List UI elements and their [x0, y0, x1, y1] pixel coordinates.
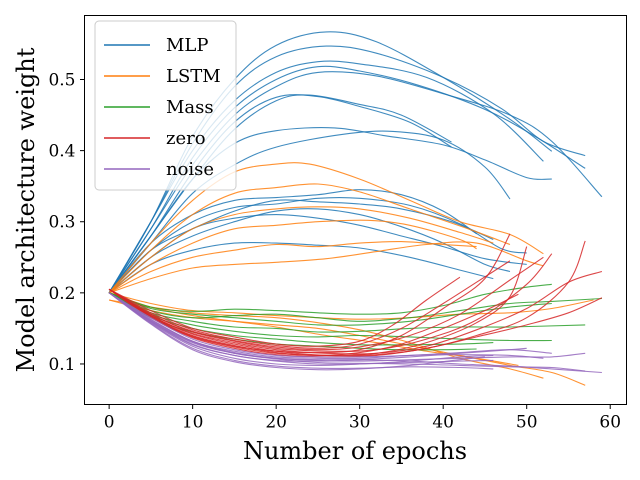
series-lstm-run-9 — [108, 292, 594, 320]
legend-label: LSTM — [166, 66, 221, 87]
series-zero-run-6 — [108, 240, 586, 357]
series-mlp-run-13 — [108, 208, 511, 294]
series-lstm-run-6 — [108, 241, 544, 294]
y-tick-label: 0.5 — [48, 71, 75, 91]
y-axis: 0.1 0.2 0.3 0.4 0.5 — [48, 71, 85, 375]
legend-label: Mass — [166, 97, 214, 118]
series-mass — [108, 283, 602, 351]
y-tick-label: 0.4 — [48, 142, 75, 162]
series-mlp-run-3 — [108, 60, 544, 294]
series-mass-run-3 — [108, 292, 552, 326]
series-noise-run-4 — [108, 292, 494, 366]
series-noise — [108, 292, 602, 374]
x-axis-label: Number of epochs — [243, 437, 467, 465]
series-zero-run-4 — [108, 253, 553, 352]
x-tick-label: 20 — [265, 413, 287, 433]
series-noise-run-3 — [108, 292, 494, 365]
legend-label: noise — [166, 159, 214, 180]
series-noise-run-5 — [108, 292, 494, 370]
series-noise-run-1 — [108, 292, 552, 358]
legend-item-zero: zero — [104, 128, 206, 149]
series-mass-run-2 — [108, 292, 602, 322]
x-tick-label: 40 — [432, 413, 454, 433]
legend-label: MLP — [166, 35, 209, 56]
series-lstm-run-3 — [108, 206, 494, 294]
x-tick-label: 30 — [349, 413, 371, 433]
legend-label: zero — [166, 128, 206, 149]
series-lstm — [108, 162, 594, 386]
series-noise-run-8 — [108, 292, 527, 362]
series-mlp — [108, 31, 603, 294]
series-mass-run-1 — [108, 283, 552, 315]
legend-item-lstm: LSTM — [104, 66, 221, 87]
x-tick-label: 10 — [182, 413, 204, 433]
x-tick-label: 60 — [599, 413, 621, 433]
series-mlp-run-8 — [108, 127, 552, 294]
series-noise-run-7 — [108, 292, 602, 374]
y-axis-label: Model architecture weight — [12, 47, 40, 372]
series-mlp-run-1 — [108, 31, 553, 294]
series-mlp-run-14 — [108, 241, 494, 294]
series-mlp-run-11 — [108, 196, 527, 294]
series-mlp-run-9 — [108, 130, 511, 294]
x-tick-label: 0 — [104, 413, 115, 433]
legend-box — [94, 20, 237, 191]
series-noise-run-6 — [108, 292, 544, 360]
series-mass-run-4 — [108, 292, 586, 333]
series-lstm-run-5 — [108, 241, 477, 294]
series-noise-run-10 — [108, 292, 485, 371]
plot-frame — [84, 15, 627, 405]
legend-item-noise: noise — [104, 159, 214, 180]
x-tick-label: 50 — [516, 413, 538, 433]
series-mlp-run-10 — [108, 189, 477, 294]
legend-item-mlp: MLP — [104, 35, 209, 56]
series-zero-run-1 — [108, 276, 461, 347]
series-lstm-run-2 — [108, 183, 511, 294]
y-tick-label: 0.2 — [48, 284, 75, 304]
series-lstm-run-4 — [108, 219, 477, 294]
legend: MLP LSTM Mass zero noise — [94, 20, 237, 191]
y-tick-label: 0.3 — [48, 213, 75, 233]
x-axis: 0 10 20 30 40 50 60 — [104, 404, 621, 433]
series-lstm-run-1 — [108, 162, 544, 294]
series-noise-run-9 — [108, 292, 586, 372]
series-layer — [108, 31, 603, 386]
series-mass-run-5 — [108, 292, 552, 342]
y-tick-label: 0.1 — [48, 355, 75, 375]
legend-item-mass: Mass — [104, 97, 214, 118]
series-zero-run-2 — [108, 260, 511, 349]
series-zero-run-9 — [108, 233, 511, 354]
series-mass-run-6 — [108, 292, 494, 346]
